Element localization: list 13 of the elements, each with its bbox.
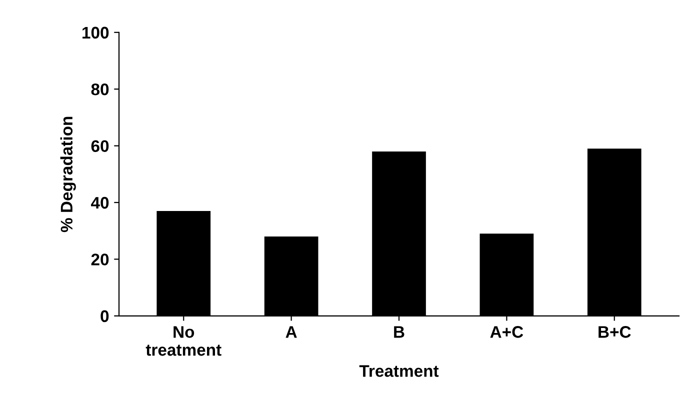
y-tick-label: 100 xyxy=(82,26,109,39)
x-axis-title: Treatment xyxy=(359,365,439,377)
y-tick-label: 80 xyxy=(91,84,109,96)
x-tick-label: A+C xyxy=(490,326,524,338)
x-tick-label: A xyxy=(286,326,297,338)
y-tick-label: 40 xyxy=(90,196,109,209)
x-tick-label: B+C xyxy=(598,326,631,338)
x-tick-label: B xyxy=(394,326,404,338)
y-tick-label: 0 xyxy=(100,310,109,322)
y-axis-title: % Degradation xyxy=(60,116,76,232)
x-tick-label: No treatment xyxy=(146,326,222,356)
y-tick-label: 60 xyxy=(91,140,109,152)
y-tick-label: 20 xyxy=(91,254,109,266)
